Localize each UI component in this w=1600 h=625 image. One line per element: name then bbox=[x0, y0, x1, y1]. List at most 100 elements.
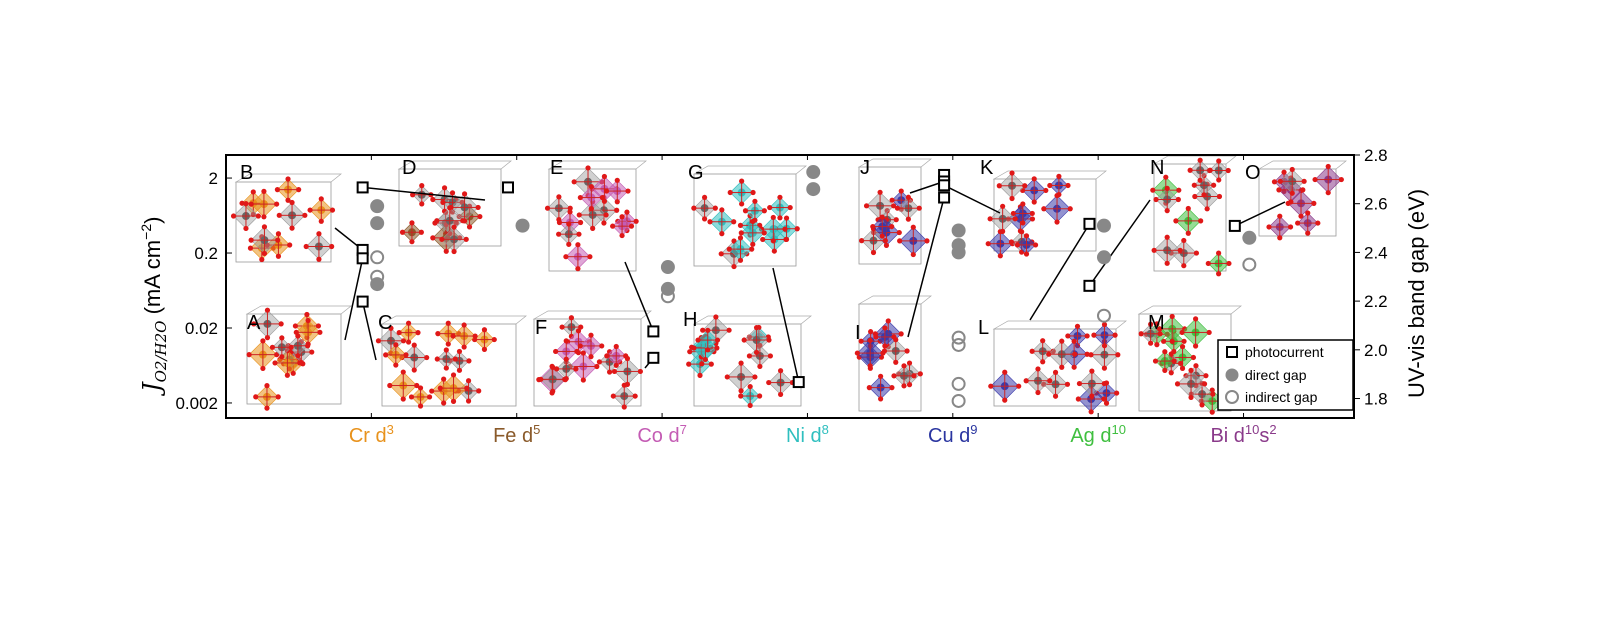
oxygen-atom bbox=[451, 248, 457, 255]
oxygen-atom bbox=[726, 246, 732, 252]
oxygen-atom bbox=[415, 330, 421, 336]
oxygen-atom bbox=[279, 335, 285, 341]
oxygen-atom bbox=[752, 198, 758, 204]
oxygen-atom bbox=[1115, 352, 1121, 358]
oxygen-atom bbox=[1288, 199, 1294, 205]
oxygen-atom bbox=[761, 230, 767, 236]
oxygen-atom bbox=[879, 233, 885, 239]
oxygen-atom bbox=[750, 241, 756, 247]
oxygen-atom bbox=[284, 347, 290, 354]
oxygen-atom bbox=[701, 216, 708, 222]
oxygen-atom bbox=[766, 337, 772, 343]
oxygen-atom bbox=[894, 205, 901, 211]
oxygen-atom bbox=[601, 173, 608, 180]
oxygen-atom bbox=[738, 388, 744, 394]
right-tick-label: 2.6 bbox=[1364, 195, 1388, 214]
oxygen-atom bbox=[1301, 178, 1307, 184]
indirect-gap-point bbox=[660, 289, 675, 304]
oxygen-atom bbox=[476, 388, 482, 394]
oxygen-atom bbox=[766, 379, 772, 386]
oxygen-atom bbox=[1041, 206, 1047, 212]
direct-gap-point bbox=[515, 218, 530, 233]
oxygen-atom bbox=[441, 376, 447, 382]
leader-lines bbox=[334, 180, 1286, 383]
oxygen-atom bbox=[1000, 203, 1006, 209]
oxygen-atom bbox=[898, 331, 904, 337]
oxygen-atom bbox=[375, 338, 382, 344]
oxygen-atom bbox=[1017, 228, 1024, 234]
oxygen-atom bbox=[777, 215, 783, 221]
oxygen-atom bbox=[917, 371, 923, 377]
oxygen-atom bbox=[550, 388, 556, 394]
oxygen-atom bbox=[863, 203, 870, 209]
oxygen-atom bbox=[783, 236, 789, 243]
oxygen-atom bbox=[577, 194, 583, 201]
oxygen-atom bbox=[405, 339, 412, 345]
oxygen-atom bbox=[464, 385, 470, 391]
oxygen-atom bbox=[556, 194, 562, 200]
legend-indirect-gap: indirect gap bbox=[1245, 389, 1318, 405]
oxygen-atom bbox=[588, 354, 594, 360]
oxygen-atom bbox=[1023, 251, 1030, 257]
oxygen-atom bbox=[924, 238, 930, 244]
oxygen-atom bbox=[302, 212, 308, 218]
photocurrent-point bbox=[356, 181, 369, 194]
oxygen-atom bbox=[400, 369, 406, 375]
oxygen-atom bbox=[624, 209, 630, 215]
oxygen-atom bbox=[1101, 365, 1108, 371]
oxygen-atom bbox=[1071, 338, 1077, 344]
crystal-structure-D: D bbox=[397, 157, 512, 255]
oxygen-atom bbox=[614, 207, 620, 213]
left-tick-label: 0.02 bbox=[185, 319, 218, 338]
oxygen-atom bbox=[588, 205, 594, 212]
oxygen-atom bbox=[1010, 210, 1016, 217]
oxygen-atom bbox=[437, 385, 443, 391]
oxygen-atom bbox=[419, 183, 425, 189]
oxygen-atom bbox=[771, 248, 777, 254]
oxygen-atom bbox=[461, 191, 468, 197]
oxygen-atom bbox=[707, 219, 713, 225]
oxygen-atom bbox=[1176, 187, 1182, 193]
oxygen-atom bbox=[741, 337, 747, 343]
oxygen-atom bbox=[777, 368, 784, 374]
oxygen-atom bbox=[288, 344, 294, 350]
oxygen-atom bbox=[566, 221, 572, 227]
oxygen-atom bbox=[1171, 358, 1177, 364]
indirect-gap-point bbox=[1242, 257, 1257, 272]
oxygen-atom bbox=[419, 201, 425, 207]
left-tick-label: 2 bbox=[209, 169, 218, 188]
oxygen-atom bbox=[877, 189, 883, 195]
oxygen-atom bbox=[753, 349, 760, 356]
oxygen-atom bbox=[563, 356, 569, 362]
oxygen-atom bbox=[393, 342, 399, 348]
oxygen-atom bbox=[695, 337, 701, 343]
oxygen-atom bbox=[1088, 409, 1094, 415]
oxygen-atom bbox=[1179, 365, 1186, 371]
oxygen-atom bbox=[430, 235, 436, 241]
oxygen-atom bbox=[563, 375, 569, 382]
oxygen-atom bbox=[1191, 182, 1197, 188]
oxygen-atom bbox=[304, 311, 310, 318]
oxygen-atom bbox=[585, 165, 591, 171]
oxygen-atom bbox=[882, 343, 888, 349]
oxygen-atom bbox=[1148, 321, 1154, 327]
structure-label-F: F bbox=[535, 317, 547, 339]
oxygen-atom bbox=[1114, 390, 1120, 396]
oxygen-atom bbox=[259, 256, 265, 263]
oxygen-atom bbox=[276, 212, 282, 218]
oxygen-atom bbox=[867, 337, 873, 343]
oxygen-atom bbox=[307, 207, 313, 213]
oxygen-atom bbox=[705, 347, 711, 353]
oxygen-atom bbox=[891, 203, 897, 209]
right-axis-label: UV-vis band gap (eV) bbox=[1404, 189, 1429, 398]
oxygen-atom bbox=[417, 403, 424, 409]
plot-frame bbox=[225, 154, 1355, 419]
oxygen-atom bbox=[1216, 271, 1222, 277]
leader-line bbox=[943, 184, 1001, 214]
oxygen-atom bbox=[571, 179, 577, 185]
oxygen-atom bbox=[761, 208, 767, 214]
oxygen-atom bbox=[1201, 381, 1208, 387]
oxygen-atom bbox=[590, 225, 596, 231]
oxygen-atom bbox=[481, 346, 488, 352]
structure-label-N: N bbox=[1150, 157, 1164, 179]
